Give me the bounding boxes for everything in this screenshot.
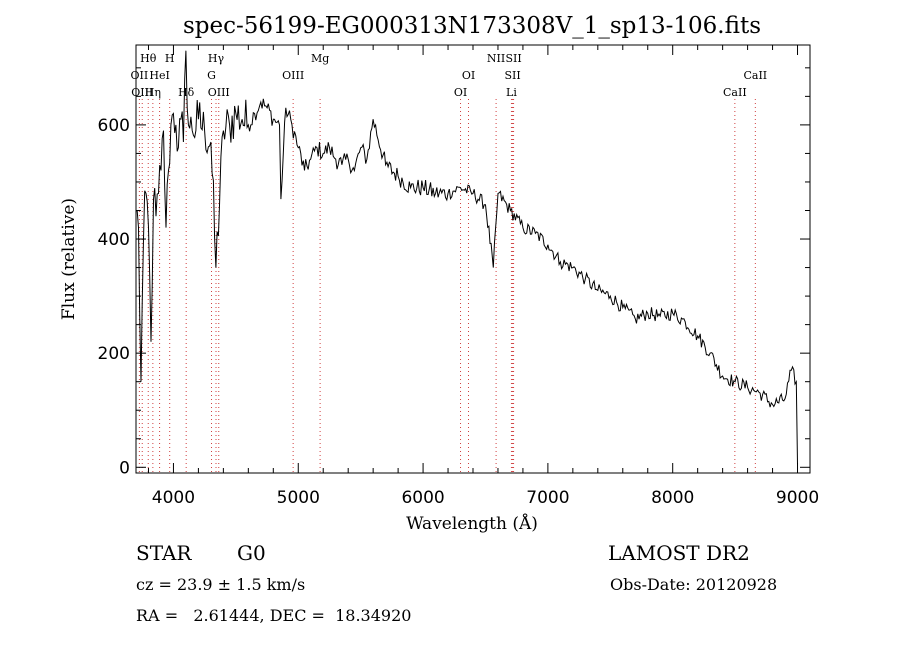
line-marker-label: SII	[504, 69, 520, 82]
line-marker-label: Hθ	[140, 52, 157, 65]
object-subclass: G0	[237, 541, 266, 565]
line-marker-label: OIII	[208, 86, 230, 99]
line-marker-label: Hγ	[208, 52, 225, 65]
observation-date: Obs-Date: 20120928	[610, 575, 778, 594]
x-axis-label: Wavelength (Å)	[406, 513, 538, 534]
line-marker-label: HeI	[149, 69, 169, 82]
line-marker-label: G	[207, 69, 216, 82]
axis-ticks: 4000 5000 6000 7000 8000 9000 0 200 400 600	[98, 45, 819, 508]
x-tick-label: 5000	[277, 488, 320, 508]
y-tick-label: 600	[98, 116, 130, 136]
y-axis-label: Flux (relative)	[59, 198, 79, 320]
x-tick-label: 6000	[401, 488, 444, 508]
line-marker-label: NII	[487, 52, 505, 65]
line-marker-label: CaII	[723, 86, 747, 99]
line-marker-label: OI	[462, 69, 475, 82]
line-marker-label: H	[165, 52, 175, 65]
y-tick-label: 400	[98, 230, 130, 250]
redshift-cz: cz = 23.9 ± 1.5 km/s	[136, 575, 306, 594]
coordinates: RA = 2.61444, DEC = 18.34920	[136, 606, 412, 625]
line-marker-label: CaII	[743, 69, 767, 82]
object-class: STAR	[136, 541, 192, 565]
line-marker-label: OIII	[282, 69, 304, 82]
line-marker-label: Hη	[145, 86, 161, 99]
line-marker-label: OI	[454, 86, 467, 99]
x-tick-label: 7000	[526, 488, 569, 508]
x-tick-label: 9000	[776, 488, 819, 508]
line-marker-label: OII	[131, 69, 149, 82]
line-marker-label: SII	[505, 52, 521, 65]
line-marker-label: Li	[506, 86, 517, 99]
y-tick-label: 200	[98, 344, 130, 364]
line-marker-label: Mg	[311, 52, 329, 65]
x-tick-label: 8000	[651, 488, 694, 508]
chart-title: spec-56199-EG000313N173308V_1_sp13-106.f…	[183, 13, 761, 39]
y-tick-label: 0	[119, 458, 130, 478]
spectrum-line	[135, 50, 798, 465]
survey-name: LAMOST DR2	[608, 541, 750, 565]
x-tick-label: 4000	[152, 488, 195, 508]
line-marker-label: OIII	[131, 86, 153, 99]
plot-frame	[135, 44, 811, 474]
